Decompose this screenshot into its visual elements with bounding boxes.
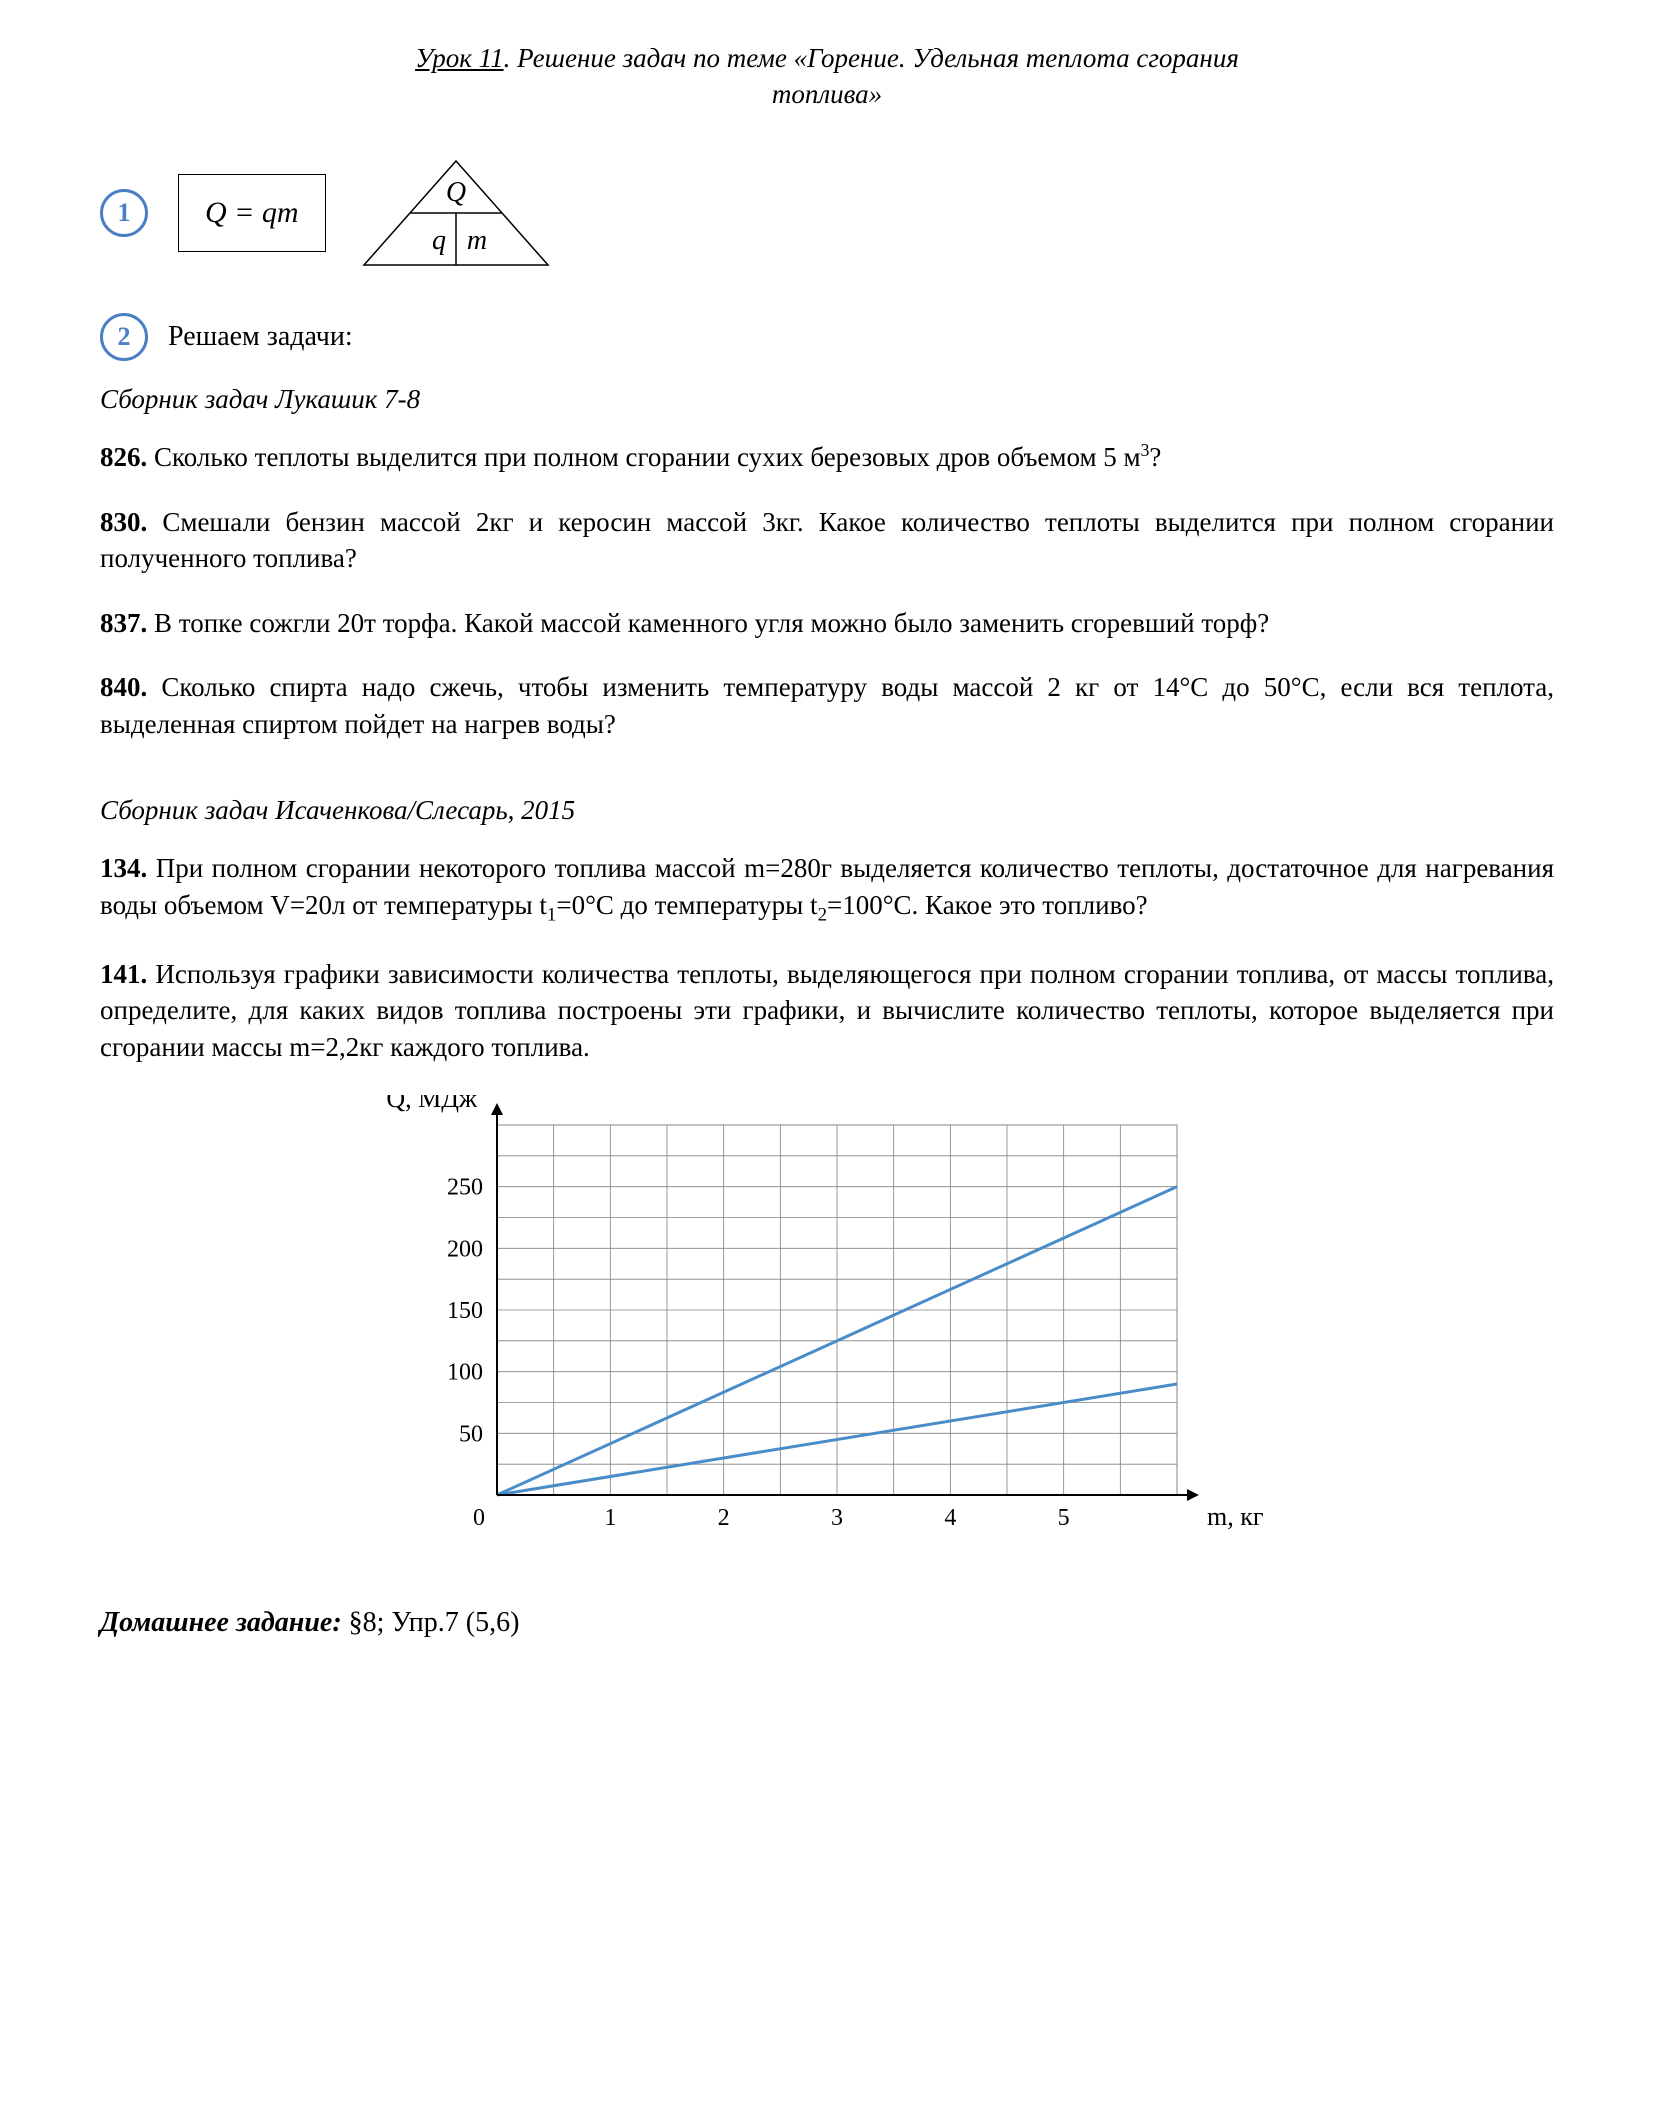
problem-tail: ? <box>1149 442 1161 472</box>
problem-837: 837. В топке сожгли 20т торфа. Какой мас… <box>100 605 1554 641</box>
problem-134: 134. При полном сгорании некоторого топл… <box>100 850 1554 927</box>
section-2-label: Решаем задачи: <box>168 318 353 356</box>
problem-number: 830. <box>100 507 147 537</box>
circle-number-1: 1 <box>100 189 148 237</box>
section-2-header: 2 Решаем задачи: <box>100 313 1554 361</box>
problem-number: 134. <box>100 853 147 883</box>
formula-triangle: Qqm <box>356 153 556 273</box>
problem-text: Используя графики зависимости количества… <box>100 959 1554 1062</box>
svg-text:2: 2 <box>718 1505 730 1531</box>
problem-830: 830. Смешали бензин массой 2кг и керосин… <box>100 504 1554 577</box>
section-1-formula-row: 1 Q = qm Qqm <box>100 153 1554 273</box>
homework-text: §8; Упр.7 (5,6) <box>342 1607 520 1638</box>
problem-text: Сколько спирта надо сжечь, чтобы изменит… <box>100 672 1554 738</box>
svg-text:150: 150 <box>447 1298 483 1324</box>
title-sep: . <box>504 43 518 73</box>
source-1-label: Сборник задач Лукашик 7-8 <box>100 381 1554 417</box>
svg-text:4: 4 <box>944 1505 956 1531</box>
problem-text: Сколько теплоты выделится при полном сго… <box>147 442 1140 472</box>
circle-number-2: 2 <box>100 313 148 361</box>
svg-text:m, кг: m, кг <box>1207 1502 1264 1531</box>
svg-text:5: 5 <box>1058 1505 1070 1531</box>
problem-141: 141. Используя графики зависимости колич… <box>100 956 1554 1065</box>
chart-q-vs-m: 0 1 2 3 4 5 50 100 150 200 250 Q, МДж m, кг <box>377 1095 1277 1564</box>
svg-text:q: q <box>432 225 446 256</box>
svg-text:50: 50 <box>459 1421 483 1447</box>
problem-sub2: 2 <box>818 904 827 925</box>
problem-840: 840. Сколько спирта надо сжечь, чтобы из… <box>100 669 1554 742</box>
problem-text: В топке сожгли 20т торфа. Какой массой к… <box>147 608 1269 638</box>
problem-number: 141. <box>100 959 147 989</box>
problem-sub1: 1 <box>547 904 556 925</box>
lesson-label: Урок 11 <box>415 43 503 73</box>
svg-text:250: 250 <box>447 1175 483 1201</box>
problem-number: 826. <box>100 442 147 472</box>
problem-826: 826. Сколько теплоты выделится при полно… <box>100 439 1554 475</box>
source-2-label: Сборник задач Исаченкова/Слесарь, 2015 <box>100 792 1554 828</box>
problem-text: Смешали бензин массой 2кг и керосин масс… <box>100 507 1554 573</box>
svg-text:Q, МДж: Q, МДж <box>386 1095 478 1113</box>
title-topic: Решение задач по теме «Горение. Удельная… <box>517 43 1239 73</box>
formula-box: Q = qm <box>178 174 326 253</box>
problem-number: 840. <box>100 672 147 702</box>
problem-text-mid1: =0°С до температуры t <box>556 890 817 920</box>
svg-text:200: 200 <box>447 1236 483 1262</box>
problem-text-mid2: =100°С. Какое это топливо? <box>827 890 1148 920</box>
svg-text:Q: Q <box>445 177 465 208</box>
svg-text:100: 100 <box>447 1360 483 1386</box>
svg-text:m: m <box>466 225 486 256</box>
homework: Домашнее задание: §8; Упр.7 (5,6) <box>100 1604 1554 1642</box>
title-topic-line2: топлива» <box>772 79 882 109</box>
homework-label: Домашнее задание: <box>100 1607 342 1638</box>
page-title: Урок 11. Решение задач по теме «Горение.… <box>100 40 1554 113</box>
problem-number: 837. <box>100 608 147 638</box>
svg-text:0: 0 <box>473 1505 485 1531</box>
svg-text:3: 3 <box>831 1505 843 1531</box>
svg-text:1: 1 <box>604 1505 616 1531</box>
